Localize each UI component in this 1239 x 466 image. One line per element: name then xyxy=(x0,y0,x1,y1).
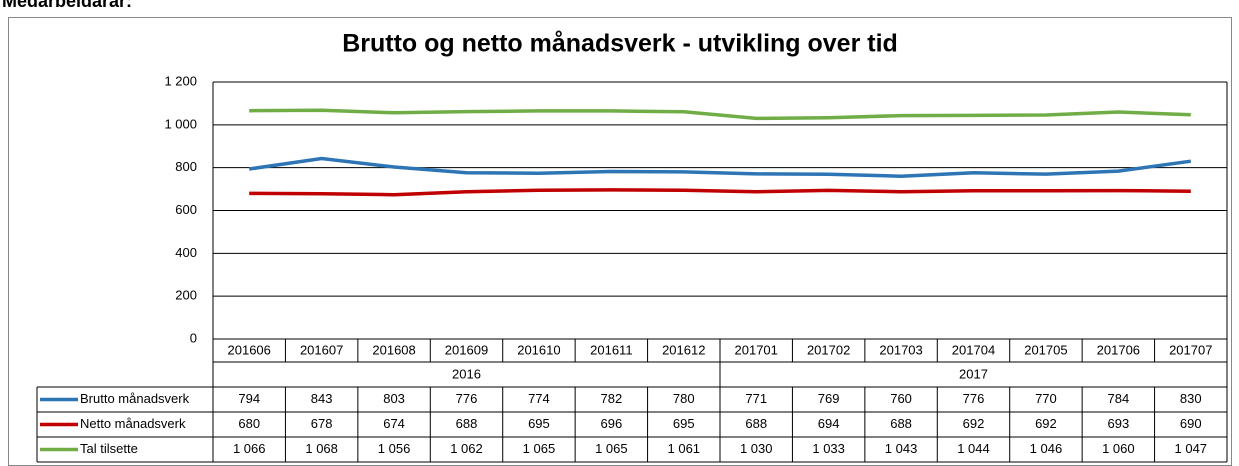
x-tick-label: 201612 xyxy=(662,342,705,357)
table-value: 688 xyxy=(456,416,478,431)
table-value: 695 xyxy=(673,416,695,431)
table-value: 1 030 xyxy=(740,441,773,456)
y-tick-label: 600 xyxy=(175,202,197,217)
table-value: 782 xyxy=(601,391,623,406)
legend-label: Netto månadsverk xyxy=(80,416,186,431)
x-tick-label: 201609 xyxy=(445,342,488,357)
x-tick-label: 201705 xyxy=(1024,342,1067,357)
table-value: 1 047 xyxy=(1175,441,1208,456)
table-value: 771 xyxy=(745,391,767,406)
legend-label: Brutto månadsverk xyxy=(80,391,190,406)
table-value: 769 xyxy=(818,391,840,406)
x-tick-label: 201607 xyxy=(300,342,343,357)
table-value: 1 044 xyxy=(957,441,990,456)
x-tick-label: 201611 xyxy=(590,342,632,357)
y-tick-label: 800 xyxy=(175,159,197,174)
table-value: 695 xyxy=(528,416,550,431)
y-tick-label: 0 xyxy=(190,330,197,345)
table-value: 688 xyxy=(745,416,767,431)
x-tick-label: 201703 xyxy=(879,342,922,357)
table-value: 843 xyxy=(311,391,333,406)
table-value: 780 xyxy=(673,391,695,406)
table-value: 774 xyxy=(528,391,550,406)
series-line xyxy=(249,188,1191,197)
x-tick-label: 201706 xyxy=(1097,342,1140,357)
x-tick-label: 201702 xyxy=(807,342,850,357)
table-value: 794 xyxy=(238,391,260,406)
group-label: 2017 xyxy=(959,366,988,381)
table-value: 1 033 xyxy=(812,441,845,456)
y-tick-label: 1 000 xyxy=(164,116,197,131)
table-value: 1 062 xyxy=(450,441,483,456)
chart-frame xyxy=(8,17,1232,466)
table-value: 678 xyxy=(311,416,333,431)
table-value: 690 xyxy=(1180,416,1202,431)
table-value: 760 xyxy=(890,391,912,406)
x-tick-label: 201608 xyxy=(372,342,415,357)
table-value: 693 xyxy=(1108,416,1130,431)
table-value: 776 xyxy=(456,391,478,406)
table-value: 770 xyxy=(1035,391,1057,406)
x-tick-label: 201707 xyxy=(1169,342,1212,357)
x-tick-label: 201606 xyxy=(228,342,271,357)
x-tick-label: 201610 xyxy=(517,342,560,357)
table-value: 1 043 xyxy=(885,441,918,456)
table-value: 680 xyxy=(238,416,260,431)
table-value: 694 xyxy=(818,416,840,431)
x-tick-label: 201701 xyxy=(735,342,778,357)
table-value: 784 xyxy=(1108,391,1130,406)
x-tick-label: 201704 xyxy=(952,342,995,357)
table-value: 692 xyxy=(963,416,985,431)
chart-title: Brutto og netto månadsverk - utvikling o… xyxy=(342,30,898,58)
table-value: 830 xyxy=(1180,391,1202,406)
table-value: 1 060 xyxy=(1102,441,1135,456)
y-tick-label: 400 xyxy=(175,245,197,260)
group-label: 2016 xyxy=(452,366,481,381)
table-value: 1 066 xyxy=(233,441,266,456)
table-value: 776 xyxy=(963,391,985,406)
table-value: 1 065 xyxy=(523,441,556,456)
y-tick-label: 200 xyxy=(175,288,197,303)
table-value: 696 xyxy=(601,416,623,431)
table-value: 688 xyxy=(890,416,912,431)
table-value: 1 056 xyxy=(378,441,411,456)
y-tick-label: 1 200 xyxy=(164,73,197,88)
table-value: 1 046 xyxy=(1030,441,1063,456)
table-value: 1 068 xyxy=(305,441,338,456)
table-value: 674 xyxy=(383,416,405,431)
series-line xyxy=(248,156,1192,178)
table-value: 1 065 xyxy=(595,441,628,456)
table-value: 803 xyxy=(383,391,405,406)
table-value: 692 xyxy=(1035,416,1057,431)
series-line xyxy=(249,108,1191,121)
legend-label: Tal tilsette xyxy=(80,441,138,456)
table-value: 1 061 xyxy=(668,441,701,456)
header-text: Medarbeidarar: xyxy=(2,0,132,11)
